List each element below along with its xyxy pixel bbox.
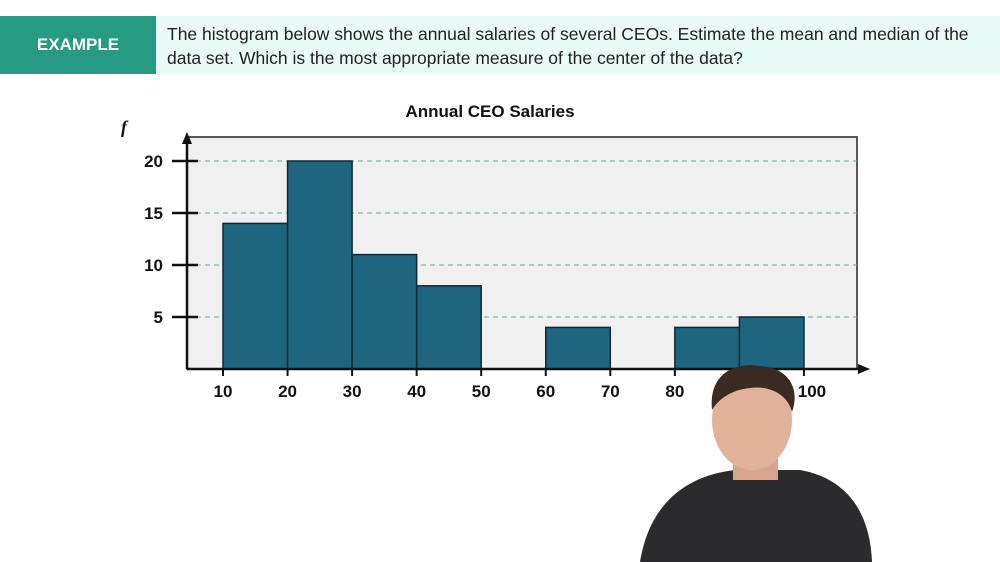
y-axis-label: f <box>121 117 129 137</box>
presenter-hair <box>711 365 795 412</box>
x-tick-label: 10 <box>214 382 233 401</box>
question-banner <box>0 16 1000 74</box>
x-axis-arrow-icon <box>858 364 870 374</box>
y-tick-label: 5 <box>154 308 163 327</box>
question-text: The histogram below shows the annual sal… <box>167 24 969 68</box>
presenter-body <box>640 470 872 562</box>
x-tick-label: 40 <box>407 382 426 401</box>
x-tick-label: 100 <box>798 382 826 401</box>
chart-title: Annual CEO Salaries <box>405 102 574 121</box>
x-tick-label: 60 <box>536 382 555 401</box>
x-tick-label: 70 <box>601 382 620 401</box>
histogram-bar <box>415 285 482 370</box>
histogram-bar <box>351 253 418 370</box>
example-tag: EXAMPLE <box>0 16 156 74</box>
y-axis-arrow-icon <box>182 132 192 144</box>
x-tick-label: 30 <box>343 382 362 401</box>
presenter-face <box>712 370 792 470</box>
x-tick-label: 80 <box>665 382 684 401</box>
histogram-bar <box>674 326 741 370</box>
y-tick-label: 10 <box>144 256 163 275</box>
histogram-bar <box>545 326 612 370</box>
y-tick-label: 20 <box>144 152 163 171</box>
y-tick-label: 15 <box>144 204 163 223</box>
x-tick-label: 20 <box>278 382 297 401</box>
x-tick-label: 50 <box>472 382 491 401</box>
